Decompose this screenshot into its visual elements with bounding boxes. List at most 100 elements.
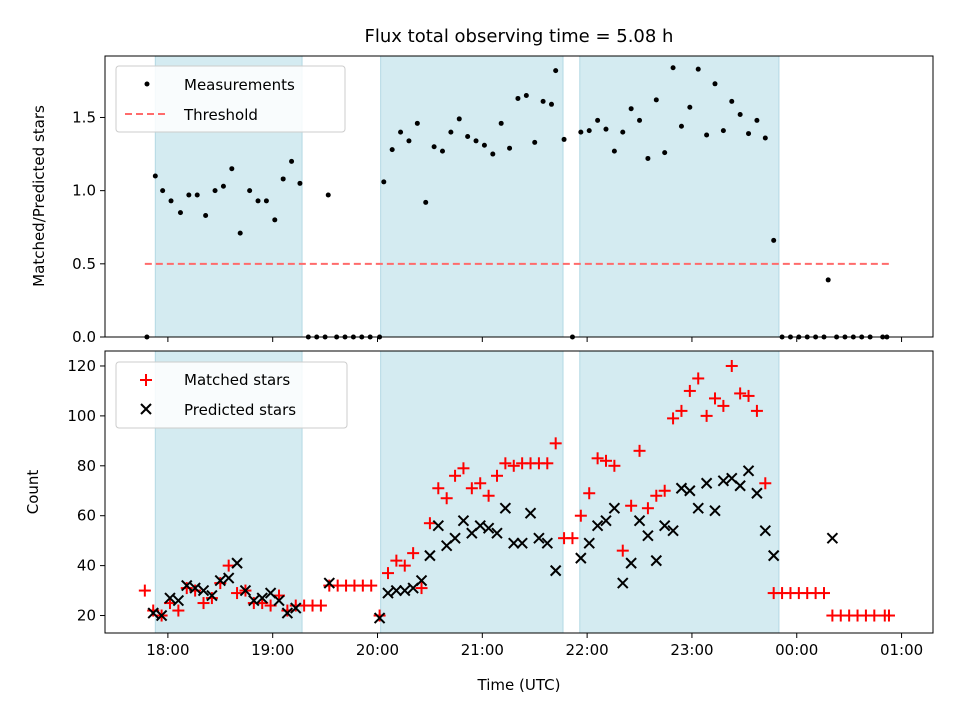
measurement-point	[160, 188, 166, 194]
matched-star-point	[197, 597, 210, 610]
matched-star-point	[507, 459, 520, 472]
y-tick-label: 20	[77, 607, 96, 625]
predicted-star-point	[751, 487, 763, 499]
predicted-star-point	[600, 514, 612, 527]
predicted-star-point	[650, 554, 663, 567]
measurement-point	[729, 98, 735, 104]
x-tick-label: 19:00	[251, 641, 294, 659]
measurement-point	[578, 129, 584, 135]
measurement-point	[498, 120, 504, 126]
matched-star-point	[708, 392, 721, 405]
x-axis-label: Time (UTC)	[477, 676, 561, 694]
measurement-point	[762, 135, 768, 141]
measurement-point	[825, 277, 831, 283]
measurement-point	[263, 198, 269, 204]
observing-period-2	[380, 55, 564, 338]
measurement-point	[653, 97, 659, 103]
bottom-axes-frame	[104, 350, 934, 634]
predicted-star-point	[273, 594, 285, 607]
legend-matched-label: Matched stars	[184, 371, 290, 389]
predicted-star-point	[508, 537, 520, 549]
measurement-point	[515, 95, 521, 101]
bottom-legend-box	[115, 361, 348, 429]
y-tick-label: 1.0	[72, 182, 96, 200]
measurement-point	[532, 139, 538, 145]
measurement-point	[695, 66, 701, 72]
predicted-star-point	[399, 584, 411, 597]
predicted-star-point	[759, 524, 772, 537]
measurement-point	[603, 126, 609, 132]
measurement-point	[586, 128, 592, 134]
matched-star-point	[172, 604, 185, 617]
matched-star-point	[423, 517, 436, 530]
predicted-star-point	[675, 482, 688, 494]
matched-star-point	[566, 532, 579, 545]
predicted-star-point	[549, 564, 562, 577]
chart-title: Flux total observing time = 5.08 h	[365, 26, 674, 47]
bottom-star-count-points	[138, 359, 895, 624]
measurement-point	[754, 117, 760, 123]
measurement-point	[229, 166, 235, 172]
matched-star-point	[742, 389, 755, 402]
measurement-point	[325, 192, 331, 198]
measurement-point	[637, 117, 643, 123]
predicted-star-point	[541, 537, 554, 549]
measurement-point	[553, 68, 559, 74]
matched-star-point	[180, 582, 193, 595]
predicted-star-point	[667, 524, 679, 537]
measurement-point	[398, 129, 404, 135]
matched-star-point	[625, 499, 638, 512]
matched-star-point	[868, 609, 881, 622]
predicted-star-point	[457, 514, 470, 527]
observing-period-3	[579, 55, 780, 338]
measurement-point	[414, 120, 420, 126]
predicted-star-point	[617, 577, 629, 589]
matched-star-point	[231, 587, 244, 600]
matched-star-point	[407, 547, 420, 560]
measurement-point	[490, 151, 496, 157]
matched-star-point	[700, 409, 713, 422]
y-tick-label: 40	[77, 557, 96, 575]
predicted-star-point	[449, 532, 461, 544]
legend-threshold-label: Threshold	[183, 106, 258, 124]
matched-star-point	[205, 592, 218, 605]
matched-star-point	[882, 609, 895, 622]
predicted-star-point	[214, 574, 226, 587]
measurement-point	[611, 148, 617, 154]
predicted-star-point	[608, 502, 621, 514]
predicted-star-point	[390, 584, 403, 597]
matched-star-point	[667, 412, 680, 425]
matched-star-point	[734, 387, 747, 400]
predicted-star-point	[382, 587, 394, 599]
measurement-point	[737, 112, 743, 118]
predicted-star-point	[256, 592, 268, 604]
measurement-point	[561, 136, 567, 142]
measurement-point	[186, 192, 192, 198]
predicted-star-point	[684, 485, 696, 497]
predicted-star-point	[181, 579, 193, 592]
matched-star-point	[759, 477, 772, 490]
y-tick-label: 80	[77, 457, 96, 475]
measurement-point	[465, 133, 471, 139]
matched-star-point	[314, 599, 327, 612]
top-y-ticks: 0.0 0.5 1.0 1.5	[72, 108, 105, 346]
predicted-star-point	[499, 502, 512, 514]
matched-star-point	[499, 457, 512, 470]
x-tick-label: 21:00	[461, 641, 504, 659]
measurement-point	[678, 123, 684, 129]
predicted-star-point	[197, 584, 210, 597]
legend-measurements-label: Measurements	[184, 76, 295, 94]
measurement-point	[177, 210, 183, 216]
measurement-point	[289, 158, 295, 164]
matched-star-point	[398, 559, 411, 572]
matched-star-point	[650, 489, 663, 502]
x-tick-label: 23:00	[670, 641, 713, 659]
bottom-panel: 20 40 60 80 100 120 18:00 19:00 20:00 21:00 22:00…	[24, 350, 934, 694]
predicted-star-point	[700, 477, 713, 489]
measurement-point	[507, 145, 513, 151]
matched-star-point	[692, 372, 705, 385]
matched-star-point	[465, 482, 478, 495]
predicted-star-point	[222, 572, 235, 584]
measurement-point	[237, 230, 243, 236]
measurement-point	[473, 138, 479, 144]
